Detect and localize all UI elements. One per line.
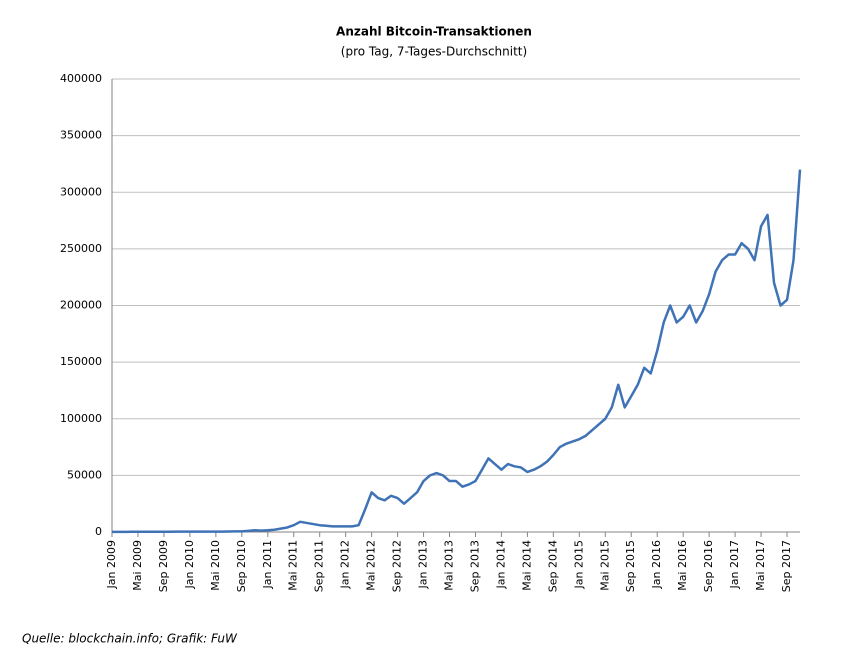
x-tick-label: Mai 2011	[287, 540, 300, 591]
x-tick-label: Mai 2009	[131, 540, 144, 591]
x-tick-label: Sep 2011	[313, 540, 326, 592]
x-tick-label: Mai 2016	[676, 540, 689, 591]
x-tick-label: Jan 2015	[572, 540, 585, 589]
source-note: Quelle: blockchain.info; Grafik: FuW	[22, 632, 238, 646]
chart-title: Anzahl Bitcoin-Transaktionen	[336, 25, 532, 39]
x-tick-label: Sep 2017	[780, 540, 793, 592]
data-line	[112, 169, 802, 534]
x-tick-label: Sep 2010	[235, 540, 248, 592]
x-tick-label: Mai 2013	[443, 540, 456, 591]
x-tick-label: Mai 2014	[520, 540, 533, 591]
y-tick-label: 300000	[60, 185, 102, 198]
x-tick-label: Mai 2012	[365, 540, 378, 591]
y-tick-label: 200000	[60, 299, 102, 312]
y-tick-label: 150000	[60, 355, 102, 368]
x-tick-label: Jan 2012	[339, 540, 352, 589]
x-tick-label: Jan 2009	[105, 540, 118, 589]
y-tick-label: 250000	[60, 242, 102, 255]
x-tick-label: Sep 2014	[546, 540, 559, 592]
x-tick-label: Sep 2015	[624, 540, 637, 592]
x-tick-label: Sep 2016	[702, 540, 715, 592]
x-tick-label: Jan 2011	[261, 540, 274, 589]
x-tick-label: Jan 2010	[183, 540, 196, 589]
x-tick-label: Sep 2009	[157, 540, 170, 592]
y-tick-label: 0	[95, 525, 102, 538]
y-tick-label: 100000	[60, 412, 102, 425]
x-tick-label: Sep 2012	[391, 540, 404, 592]
x-tick-label: Jan 2017	[728, 540, 741, 589]
y-tick-label: 50000	[67, 468, 102, 481]
chart-subtitle: (pro Tag, 7-Tages-Durchschnitt)	[341, 45, 527, 59]
x-tick-label: Mai 2017	[754, 540, 767, 591]
x-tick-label: Sep 2013	[468, 540, 481, 592]
x-tick-label: Mai 2015	[598, 540, 611, 591]
y-tick-label: 350000	[60, 129, 102, 142]
y-tick-label: 400000	[60, 72, 102, 85]
x-tick-label: Jan 2014	[494, 540, 507, 589]
x-tick-label: Mai 2010	[209, 540, 222, 591]
x-tick-label: Jan 2016	[650, 540, 663, 589]
x-tick-label: Jan 2013	[417, 540, 430, 589]
